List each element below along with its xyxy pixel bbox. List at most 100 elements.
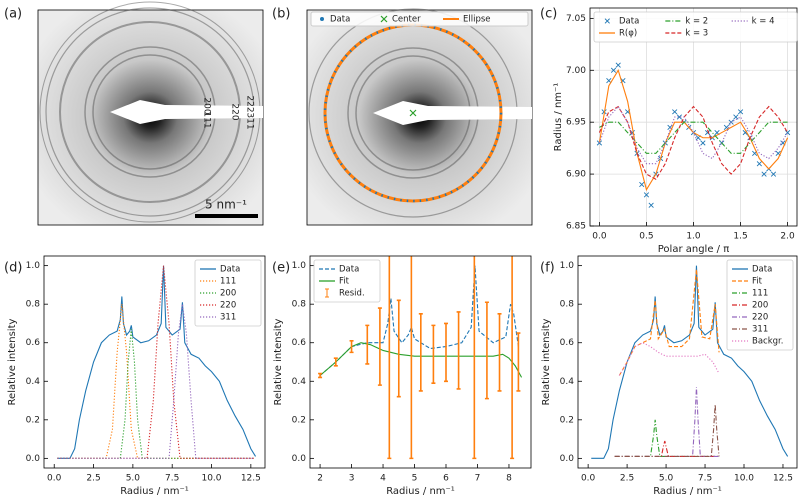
x-tick-label: 5 bbox=[412, 474, 418, 484]
x-tick-label: 0.0 bbox=[592, 232, 607, 242]
x-tick-label: 5.0 bbox=[126, 474, 141, 484]
data-point bbox=[648, 202, 654, 208]
axes-frame bbox=[309, 255, 532, 469]
error-bar bbox=[318, 372, 323, 379]
error-bar bbox=[387, 256, 392, 460]
error-bar bbox=[418, 313, 423, 392]
legend-box bbox=[593, 11, 798, 43]
legend-label: 111 bbox=[220, 277, 236, 287]
y-tick-label: 0.4 bbox=[292, 377, 307, 387]
series-line bbox=[319, 265, 519, 376]
y-tick-label: 1.0 bbox=[292, 261, 307, 271]
x-tick-label: 8 bbox=[506, 474, 512, 484]
y-tick-label: 0.8 bbox=[560, 300, 575, 310]
error-bar bbox=[484, 301, 489, 400]
diffraction-image bbox=[37, 1, 264, 226]
legend-label: Data bbox=[619, 17, 639, 27]
legend-label: 311 bbox=[752, 325, 768, 335]
x-tick-label: 7 bbox=[475, 474, 481, 484]
x-tick-label: 12.5 bbox=[773, 474, 793, 484]
series-line bbox=[57, 329, 254, 459]
y-tick-label: 1.0 bbox=[26, 261, 41, 271]
y-tick-label: 0.2 bbox=[292, 415, 306, 425]
x-tick-label: 1.5 bbox=[733, 232, 747, 242]
data-point bbox=[596, 140, 603, 146]
data-point bbox=[700, 140, 706, 146]
y-tick-label: 0.0 bbox=[26, 454, 41, 464]
panel-label: (f) bbox=[540, 261, 555, 276]
data-point bbox=[672, 109, 678, 115]
series-line bbox=[614, 419, 720, 457]
axes-frame bbox=[577, 255, 798, 469]
y-tick-label: 0.0 bbox=[560, 454, 575, 464]
series-line bbox=[618, 269, 720, 376]
data-point bbox=[761, 171, 767, 177]
legend-label: Data bbox=[752, 265, 772, 275]
ring-label: 311 bbox=[245, 112, 255, 129]
diffraction-image bbox=[306, 8, 533, 226]
x-tick-label: 0.0 bbox=[47, 474, 62, 484]
data-point bbox=[676, 114, 683, 120]
x-axis-label: Radius / nm⁻¹ bbox=[120, 486, 189, 497]
error-bar bbox=[456, 311, 461, 390]
y-tick-label: 0.4 bbox=[560, 377, 575, 387]
y-tick-label: 0.6 bbox=[560, 338, 575, 348]
panel-label: (a) bbox=[4, 7, 22, 22]
legend-label: 200 bbox=[220, 289, 236, 299]
error-bar bbox=[510, 256, 515, 460]
y-tick-label: 0.0 bbox=[292, 454, 307, 464]
y-tick-label: 0.8 bbox=[292, 300, 307, 310]
x-tick-label: 3 bbox=[349, 474, 355, 484]
legend-marker bbox=[604, 18, 610, 24]
series-line bbox=[614, 440, 720, 457]
series-line bbox=[599, 121, 788, 154]
y-tick-label: 6.95 bbox=[566, 118, 586, 128]
ring-label: 200 bbox=[202, 97, 212, 114]
panel-label: (c) bbox=[540, 7, 557, 22]
error-bar bbox=[472, 256, 477, 460]
x-tick-label: 7.5 bbox=[165, 474, 179, 484]
error-bar bbox=[516, 332, 521, 392]
data-point bbox=[606, 78, 612, 84]
data-point bbox=[615, 62, 621, 68]
x-tick-label: 1.0 bbox=[686, 232, 701, 242]
data-point bbox=[756, 161, 762, 167]
legend-marker bbox=[325, 288, 329, 298]
axes-frame bbox=[589, 7, 798, 227]
x-tick-label: 4 bbox=[380, 474, 386, 484]
legend-label: Fit bbox=[339, 277, 350, 287]
error-bar bbox=[365, 324, 370, 365]
legend-label: Resid. bbox=[339, 289, 365, 299]
x-tick-label: 10.0 bbox=[734, 474, 754, 484]
x-tick-label: 2.5 bbox=[620, 474, 634, 484]
legend-label: k = 2 bbox=[685, 17, 708, 27]
legend-label: 111 bbox=[752, 289, 768, 299]
y-axis-label: Radius / nm⁻¹ bbox=[553, 83, 564, 152]
legend-label: k = 3 bbox=[685, 29, 708, 39]
data-point bbox=[643, 192, 650, 198]
data-point bbox=[770, 171, 777, 177]
x-tick-label: 6 bbox=[443, 474, 449, 484]
error-bar bbox=[349, 340, 354, 354]
error-bar bbox=[377, 307, 382, 386]
legend-label: k = 4 bbox=[752, 17, 775, 27]
y-axis-label: Relative intensity bbox=[7, 318, 18, 405]
legend-label: R(φ) bbox=[619, 29, 637, 39]
ring-label: 220 bbox=[230, 103, 240, 120]
y-tick-label: 0.6 bbox=[292, 338, 307, 348]
series-line bbox=[614, 404, 720, 457]
y-tick-label: 6.90 bbox=[566, 170, 586, 180]
data-point bbox=[733, 114, 739, 120]
y-axis-label: Relative intensity bbox=[273, 318, 284, 405]
series-line bbox=[57, 265, 254, 459]
series-line bbox=[591, 265, 789, 459]
y-tick-label: 7.05 bbox=[566, 14, 586, 24]
legend-label: Data bbox=[339, 265, 359, 275]
y-axis-label: Relative intensity bbox=[541, 318, 552, 405]
data-point bbox=[639, 181, 645, 188]
legend-label: 311 bbox=[220, 313, 236, 323]
x-axis-label: Radius / nm⁻¹ bbox=[386, 486, 455, 497]
y-tick-label: 0.2 bbox=[26, 415, 40, 425]
error-bar bbox=[431, 324, 436, 384]
